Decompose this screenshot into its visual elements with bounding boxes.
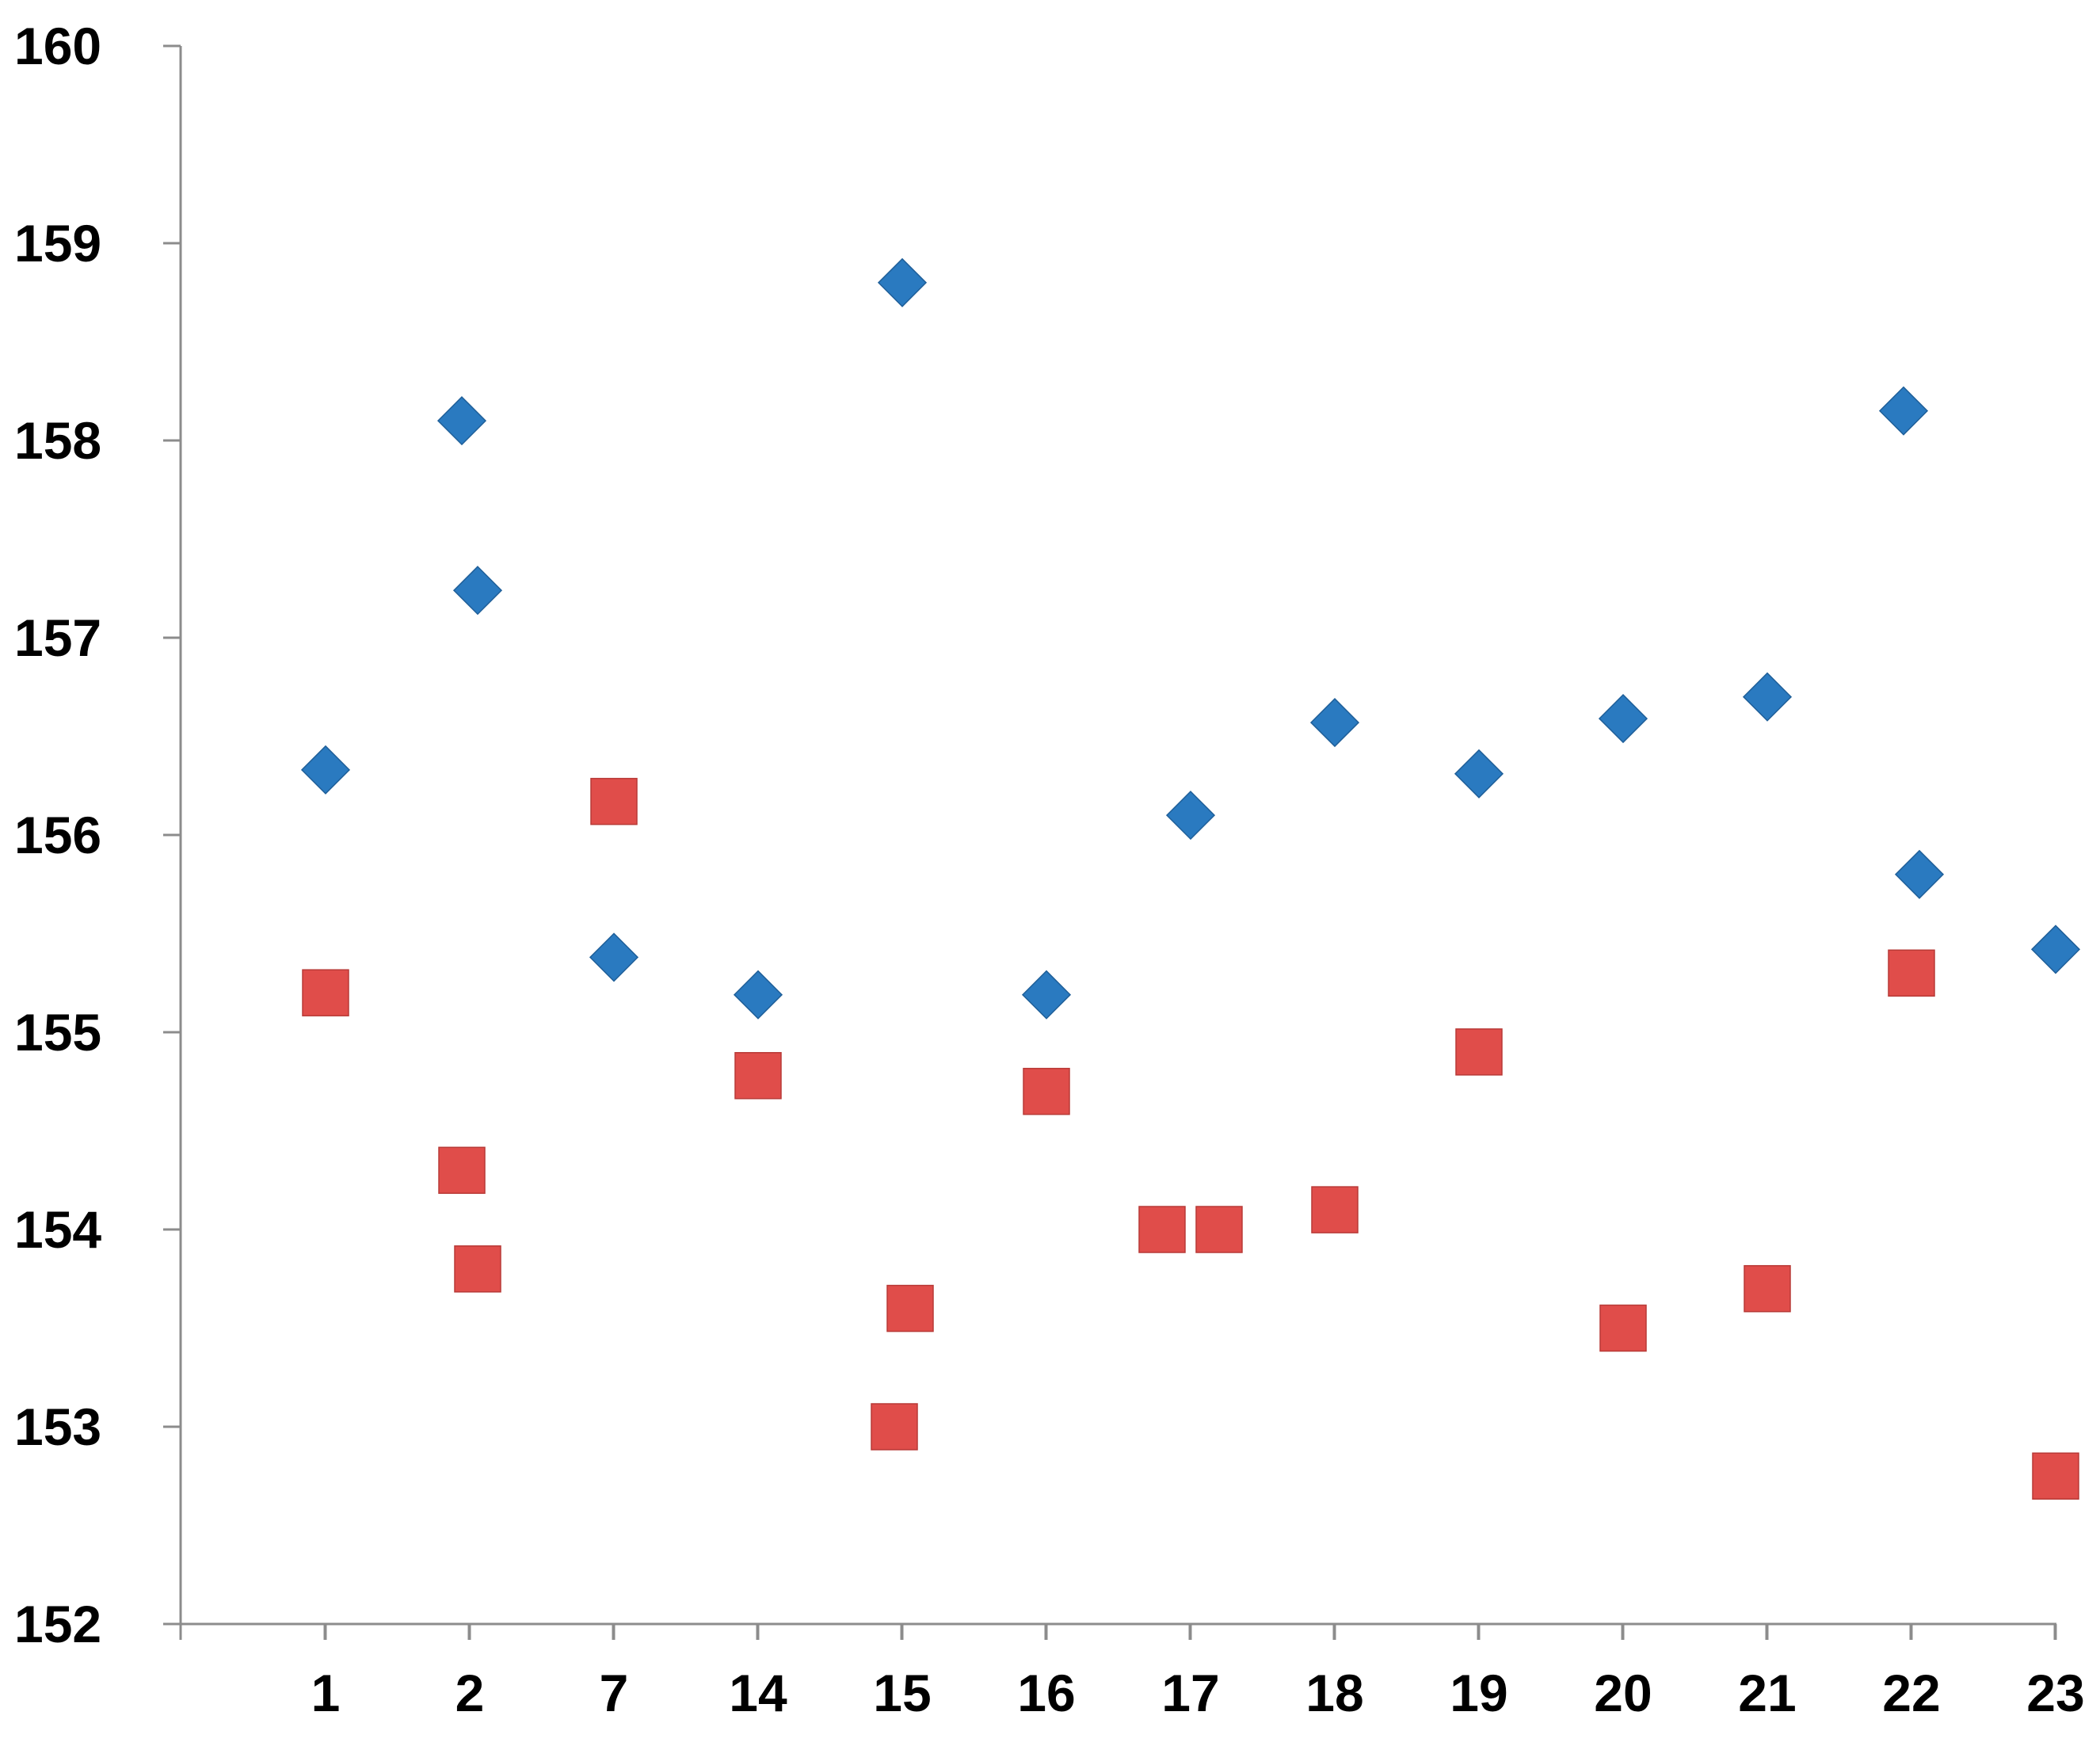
x-tick-label: 14 <box>729 1664 787 1722</box>
diamond-point <box>1894 849 1945 899</box>
square-point <box>1599 1304 1647 1352</box>
diamond-point <box>436 396 487 446</box>
square-point <box>871 1403 918 1451</box>
x-tick-label: 22 <box>1882 1664 1940 1722</box>
diamond-point <box>733 970 783 1020</box>
series-layer <box>300 257 2081 1500</box>
square-point <box>2032 1452 2079 1500</box>
square-point <box>438 1146 486 1195</box>
axes <box>179 46 2056 1626</box>
square-point <box>454 1245 501 1293</box>
x-tick-label: 1 <box>311 1664 341 1722</box>
y-ticks: 152 153 154 155 156 157 158 159 160 <box>14 17 181 1653</box>
square-point <box>1023 1067 1070 1115</box>
y-tick-label: 160 <box>14 17 101 75</box>
x-tick-label: 17 <box>1161 1664 1219 1722</box>
x-tick-label: 21 <box>1738 1664 1796 1722</box>
diamond-point <box>1021 970 1072 1020</box>
x-tick-label: 7 <box>600 1664 629 1722</box>
x-ticks: 1 2 7 14 15 16 17 18 19 20 21 22 23 <box>179 1624 2085 1722</box>
square-point <box>302 969 349 1016</box>
diamond-point <box>1454 749 1504 799</box>
x-tick-label: 2 <box>455 1664 485 1722</box>
y-tick-label: 154 <box>14 1200 101 1259</box>
x-tick-label: 16 <box>1017 1664 1075 1722</box>
y-tick-label: 153 <box>14 1397 101 1456</box>
square-point <box>886 1284 934 1332</box>
square-point <box>1888 949 1935 997</box>
y-tick-label: 155 <box>14 1003 101 1062</box>
square-point <box>1195 1206 1243 1253</box>
diamond-point <box>1878 386 1929 436</box>
x-tick-label: 19 <box>1450 1664 1507 1722</box>
diamond-point <box>1742 672 1793 722</box>
x-tick-label: 23 <box>2026 1664 2084 1722</box>
series-1 <box>302 777 2079 1500</box>
x-tick-label: 18 <box>1305 1664 1363 1722</box>
diamond-point <box>589 932 639 982</box>
diamond-point <box>1598 694 1648 744</box>
square-point <box>590 777 638 825</box>
x-tick-label: 15 <box>873 1664 931 1722</box>
diamond-point <box>1165 791 1216 841</box>
y-tick-label: 158 <box>14 411 101 470</box>
diamond-point <box>300 745 351 795</box>
diamond-point <box>1309 698 1360 748</box>
diamond-point <box>2030 924 2081 974</box>
y-tick-label: 152 <box>14 1595 101 1653</box>
square-point <box>1311 1186 1359 1233</box>
y-tick-label: 159 <box>14 214 101 273</box>
diamond-point <box>452 566 503 616</box>
square-point <box>734 1052 782 1100</box>
diamond-point <box>877 257 928 307</box>
series-0 <box>300 257 2081 1020</box>
square-point <box>1744 1264 1791 1313</box>
y-tick-label: 156 <box>14 806 101 864</box>
x-tick-label: 20 <box>1594 1664 1652 1722</box>
y-tick-label: 157 <box>14 608 101 667</box>
square-point <box>1138 1206 1186 1253</box>
square-point <box>1455 1028 1503 1076</box>
